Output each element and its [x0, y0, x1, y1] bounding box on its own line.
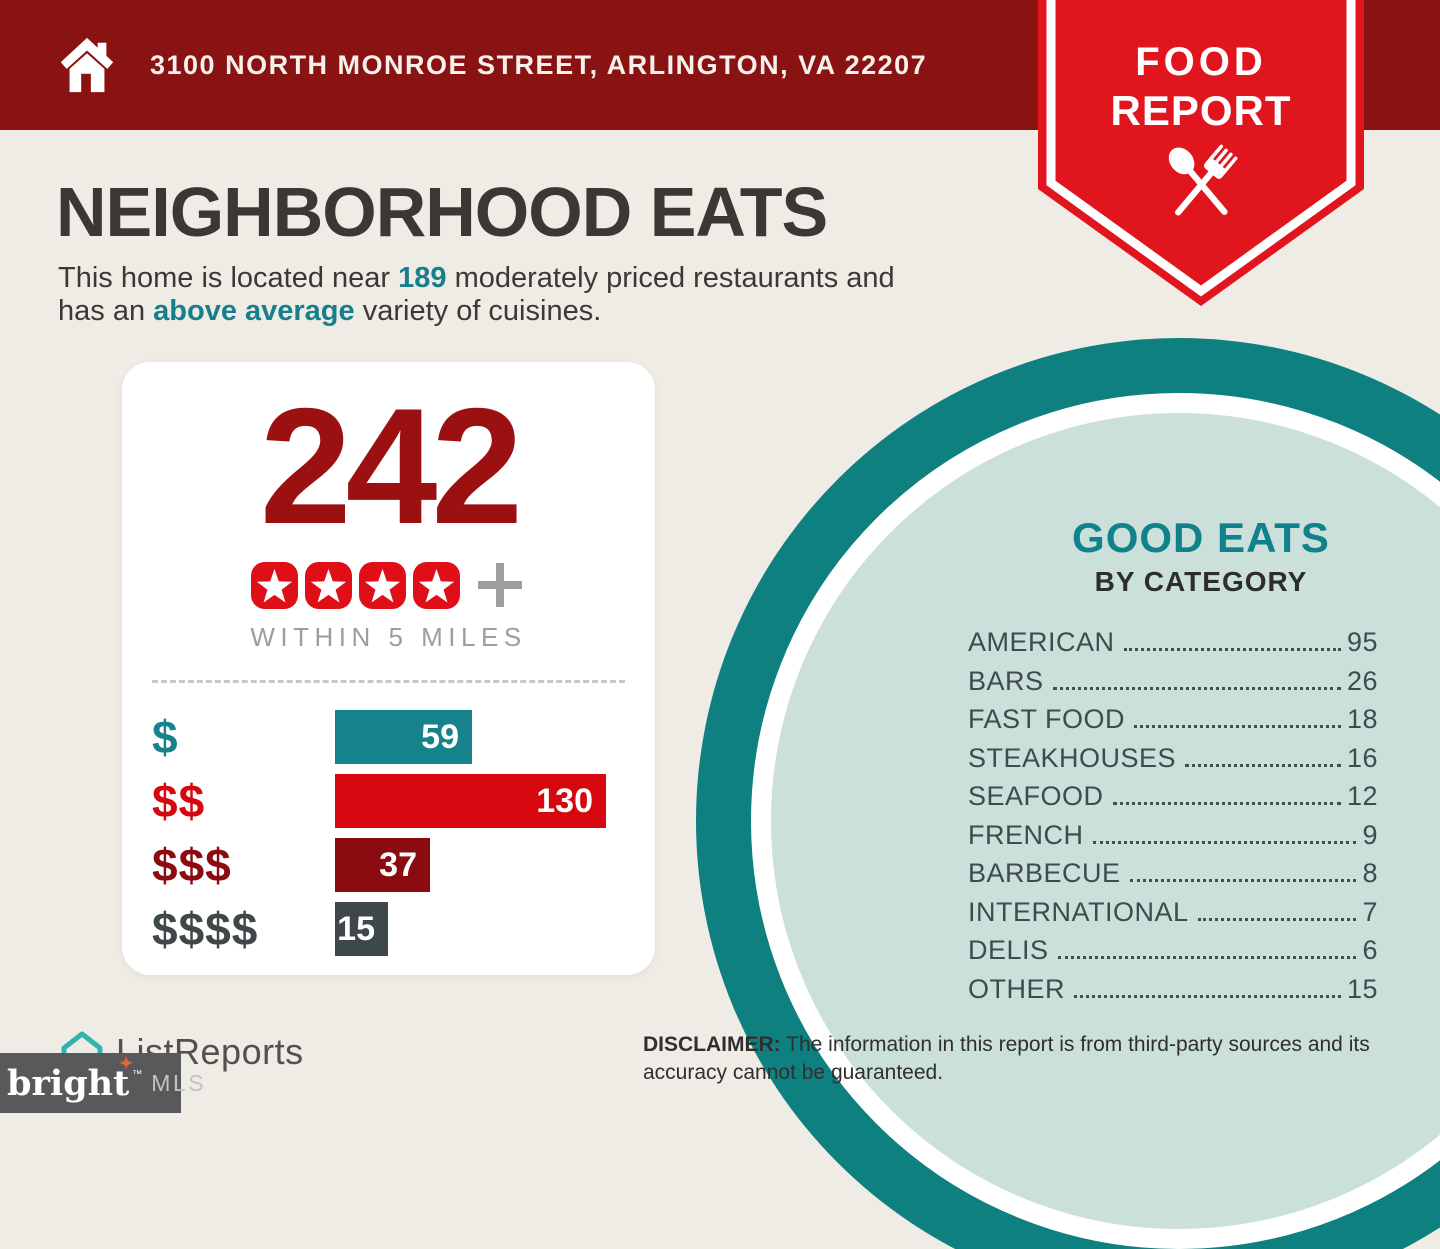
category-row: OTHER 15 — [968, 975, 1378, 1003]
price-tier-value: 15 — [337, 909, 375, 948]
price-tier-label: $$$$ — [152, 903, 259, 955]
price-tier-label: $$$ — [152, 839, 232, 891]
ribbon-text: FOOD REPORT — [1038, 40, 1364, 135]
category-row: FRENCH 9 — [968, 821, 1378, 849]
price-tier-bar: 37 — [335, 838, 430, 892]
category-row: FAST FOOD 18 — [968, 705, 1378, 733]
disclaimer-label: DISCLAIMER: — [643, 1033, 781, 1056]
dot-leader — [1092, 840, 1357, 844]
ribbon-line2: REPORT — [1110, 87, 1292, 134]
dot-leader — [1197, 917, 1357, 921]
food-report-ribbon: FOOD REPORT — [1038, 0, 1364, 306]
good-eats-title: GOOD EATS — [1072, 514, 1330, 561]
bright-tm: ™ — [132, 1068, 143, 1080]
dot-leader — [1112, 802, 1341, 805]
category-value: 95 — [1346, 627, 1378, 657]
rating-star-icon — [412, 561, 460, 609]
category-row: INTERNATIONAL 7 — [968, 898, 1378, 926]
category-row: AMERICAN 95 — [968, 628, 1378, 656]
category-label: BARBECUE — [968, 858, 1121, 888]
category-value: 6 — [1362, 935, 1378, 965]
ribbon-shape — [1038, 0, 1364, 306]
category-row: SEAFOOD 12 — [968, 782, 1378, 810]
good-eats-panel: GOOD EATS BY CATEGORY AMERICAN 95 BARS 26 FA… — [968, 514, 1378, 1013]
dot-leader — [1185, 763, 1341, 767]
rating-star-icon — [304, 561, 352, 609]
variety-highlight: above average — [153, 295, 355, 327]
category-value: 26 — [1346, 665, 1378, 696]
dot-leader — [1123, 648, 1341, 651]
category-label: BARS — [968, 665, 1044, 696]
category-label: FAST FOOD — [968, 704, 1126, 734]
category-label: SEAFOOD — [968, 781, 1104, 811]
price-tier-bar: 59 — [335, 710, 472, 764]
price-tier-label: $ — [152, 711, 179, 763]
category-label: FRENCH — [968, 819, 1084, 850]
disclaimer-line2: accuracy cannot be guaranteed. — [643, 1061, 944, 1084]
total-restaurants-value: 242 — [259, 374, 523, 558]
category-label: AMERICAN — [968, 627, 1115, 657]
category-list: AMERICAN 95 BARS 26 FAST FOOD 18 STEAKHOUSES 16… — [968, 628, 1378, 1003]
category-row: BARBECUE 8 — [968, 859, 1378, 887]
rating-star-icon — [358, 561, 406, 609]
page-title: NEIGHBORHOOD EATS — [56, 173, 828, 251]
price-tier-value: 37 — [379, 845, 417, 884]
dot-leader — [1074, 994, 1341, 998]
dashed-divider — [152, 680, 625, 683]
price-tier-value: 59 — [421, 717, 459, 756]
price-tier-row: $$$ 37 — [152, 838, 655, 892]
price-tier-row: $$ 130 — [152, 774, 655, 828]
category-value: 7 — [1362, 896, 1378, 927]
category-value: 8 — [1362, 858, 1378, 888]
category-value: 16 — [1346, 742, 1378, 773]
price-tier-value: 130 — [536, 781, 593, 820]
disclaimer-line1: The information in this report is from t… — [786, 1033, 1370, 1056]
spoon-fork-icon — [1168, 144, 1238, 216]
category-row: BARS 26 — [968, 667, 1378, 695]
rating-star-icon — [250, 561, 298, 609]
category-label: STEAKHOUSES — [968, 742, 1177, 773]
category-label: DELIS — [968, 935, 1049, 965]
category-label: OTHER — [968, 973, 1065, 1004]
price-tier-bar: 15 — [335, 902, 388, 956]
bright-mls-logo: bright ✦ ™ MLS — [0, 1053, 204, 1113]
star-rating-row — [122, 561, 655, 609]
subtitle-suffix: variety of cuisines. — [362, 295, 602, 327]
summary-sentence: This home is located near 189 moderately… — [58, 262, 1048, 328]
price-tier-label: $$ — [152, 775, 206, 827]
dot-leader — [1057, 956, 1357, 959]
category-label: INTERNATIONAL — [968, 896, 1189, 927]
radius-caption: WITHIN 5 MILES — [250, 622, 527, 652]
ribbon-line1: FOOD — [1135, 40, 1267, 84]
subtitle-prefix: This home is located near — [58, 262, 391, 294]
disclaimer: DISCLAIMER: The information in this repo… — [643, 1031, 1403, 1087]
price-tier-row: $59 — [152, 710, 655, 764]
bright-wordmark: bright ✦ — [7, 1053, 134, 1104]
category-row: DELIS 6 — [968, 936, 1378, 964]
category-value: 12 — [1346, 781, 1378, 811]
dot-leader — [1134, 725, 1341, 728]
category-value: 18 — [1346, 704, 1378, 734]
good-eats-subtitle: BY CATEGORY — [1094, 566, 1308, 597]
dot-leader — [1129, 879, 1357, 882]
dot-leader — [1052, 686, 1341, 690]
category-row: STEAKHOUSES 16 — [968, 744, 1378, 772]
price-tier-row: $$$$ 15 — [152, 902, 655, 956]
house-icon — [60, 37, 114, 93]
subtitle-line2-prefix: has an — [58, 295, 146, 327]
price-tier-bar: 130 — [335, 774, 606, 828]
category-value: 9 — [1362, 819, 1378, 850]
bright-mls-text: MLS — [151, 1069, 207, 1096]
restaurant-count: 189 — [398, 262, 447, 294]
bright-star-icon: ✦ — [119, 1053, 134, 1073]
category-value: 15 — [1346, 973, 1378, 1004]
price-bar-chart: $59 $$ 130 $$$ 37 $$$$ 15 — [122, 710, 655, 956]
plus-icon — [477, 563, 522, 607]
subtitle-middle: moderately priced restaurants and — [454, 262, 895, 294]
restaurant-summary-card: 242 WITHIN 5 MILES $59 $$ 130 $$$ 37 $$$$ 15 — [122, 362, 655, 975]
property-address: 3100 NORTH MONROE STREET, ARLINGTON, VA … — [150, 49, 928, 80]
